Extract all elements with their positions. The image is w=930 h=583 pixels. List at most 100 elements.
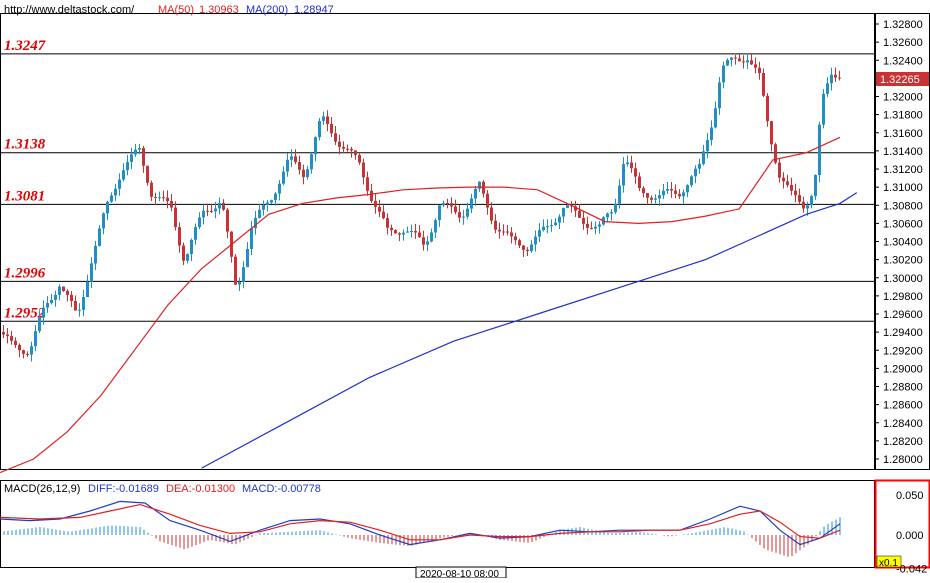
candle-body xyxy=(258,209,261,218)
macd-macd: MACD:-0.00778 xyxy=(242,483,321,495)
candle-body xyxy=(642,188,645,194)
candle-body xyxy=(198,217,201,228)
candle-body xyxy=(814,175,817,197)
candle-body xyxy=(454,206,457,213)
candle-body xyxy=(382,211,385,219)
level-label: 1.2996 xyxy=(4,265,46,281)
candle-body xyxy=(238,282,241,285)
candle-body xyxy=(158,197,161,199)
candle-body xyxy=(674,190,677,194)
candle-body xyxy=(486,193,489,208)
candle-body xyxy=(98,228,101,246)
candle-body xyxy=(738,58,741,62)
candle-body xyxy=(374,201,377,207)
y-tick-label: 1.30800 xyxy=(883,200,923,212)
site-url[interactable]: http://www.deltastock.com/ xyxy=(4,4,135,16)
y-tick-label: 1.32800 xyxy=(883,19,923,31)
candle-body xyxy=(810,196,813,206)
candle-body xyxy=(702,151,705,164)
candle-body xyxy=(710,127,713,140)
candle-body xyxy=(802,201,805,209)
y-tick-label: 1.30000 xyxy=(883,273,923,285)
candle-body xyxy=(142,147,145,166)
candle-body xyxy=(590,227,593,229)
y-tick-label: 1.31600 xyxy=(883,128,923,140)
candle-body xyxy=(594,226,597,229)
zoom-badge-label: x0.1 xyxy=(879,558,898,569)
candle-body xyxy=(726,59,729,66)
level-label: 1.3138 xyxy=(4,137,46,153)
candle-body xyxy=(434,220,437,233)
candle-body xyxy=(30,346,33,355)
candle-body xyxy=(358,154,361,163)
candle-body xyxy=(242,267,245,283)
candle-body xyxy=(390,227,393,231)
candle-body xyxy=(530,244,533,252)
candle-body xyxy=(26,353,29,355)
candle-body xyxy=(6,334,9,337)
candle-body xyxy=(146,165,149,183)
candle-body xyxy=(86,281,89,298)
candle-body xyxy=(626,162,629,165)
y-tick-label: 1.30200 xyxy=(883,255,923,267)
candle-body xyxy=(610,212,613,214)
macd-dea-line xyxy=(0,503,841,541)
candle-body xyxy=(122,170,125,180)
last-price-badge xyxy=(876,72,929,86)
candle-body xyxy=(698,163,701,169)
candle-body xyxy=(298,162,301,170)
x-axis-time-label: 2020-08-10 08:00 xyxy=(420,569,499,578)
candle-body xyxy=(386,218,389,228)
candle-body xyxy=(18,344,21,351)
candle-body xyxy=(166,197,169,202)
candle-body xyxy=(262,204,265,210)
macd-axis-frame[interactable] xyxy=(874,479,930,569)
candle-body xyxy=(38,317,41,332)
candle-body xyxy=(634,168,637,177)
candle-body xyxy=(186,254,189,261)
zoom-badge[interactable] xyxy=(876,555,902,568)
candle-body xyxy=(294,156,297,163)
candle-body xyxy=(334,133,337,142)
candle-body xyxy=(190,239,193,255)
candle-body xyxy=(162,197,165,199)
candle-body xyxy=(66,290,69,295)
candle-body xyxy=(326,116,329,125)
y-tick-label: 1.31200 xyxy=(883,164,923,176)
candle-body xyxy=(466,208,469,217)
candle-body xyxy=(342,146,345,149)
y-tick-label: 1.29400 xyxy=(883,327,923,339)
candle-body xyxy=(662,190,665,196)
candle-body xyxy=(742,61,745,63)
candle-body xyxy=(74,301,77,311)
candle-body xyxy=(2,332,5,335)
candle-body xyxy=(766,95,769,122)
candle-body xyxy=(470,198,473,209)
y-tick-label: 1.29800 xyxy=(883,291,923,303)
candle-body xyxy=(458,212,461,218)
candle-body xyxy=(270,200,273,203)
y-tick-label: 1.28800 xyxy=(883,382,923,394)
y-tick-label: 1.32400 xyxy=(883,55,923,67)
candle-body xyxy=(438,205,441,221)
candle-body xyxy=(206,210,209,212)
y-tick-label: 1.31000 xyxy=(883,182,923,194)
y-tick-label: 1.28200 xyxy=(883,436,923,448)
candle-body xyxy=(54,294,57,300)
candle-body xyxy=(278,183,281,194)
candle-body xyxy=(686,185,689,193)
candle-body xyxy=(182,245,185,261)
candle-body xyxy=(730,57,733,60)
candle-body xyxy=(502,231,505,233)
candle-body xyxy=(706,139,709,152)
y-tick-label: 1.28000 xyxy=(883,454,923,466)
candle-body xyxy=(202,210,205,218)
candle-body xyxy=(598,224,601,227)
candle-body xyxy=(214,208,217,212)
macd-tick-label: 0.000 xyxy=(896,530,924,542)
ma200-label: MA(200) xyxy=(246,4,288,16)
ma50-line xyxy=(0,136,841,474)
candle-body xyxy=(658,195,661,199)
candle-body xyxy=(558,216,561,223)
